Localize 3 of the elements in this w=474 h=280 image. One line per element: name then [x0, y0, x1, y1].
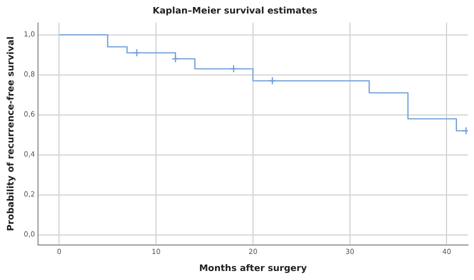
x-axis-title: Months after surgery — [199, 264, 307, 274]
chart-title: Kaplan–Meier survival estimates — [152, 6, 318, 17]
y-axis-title: Probability of recurrence-free survival — [6, 36, 17, 232]
